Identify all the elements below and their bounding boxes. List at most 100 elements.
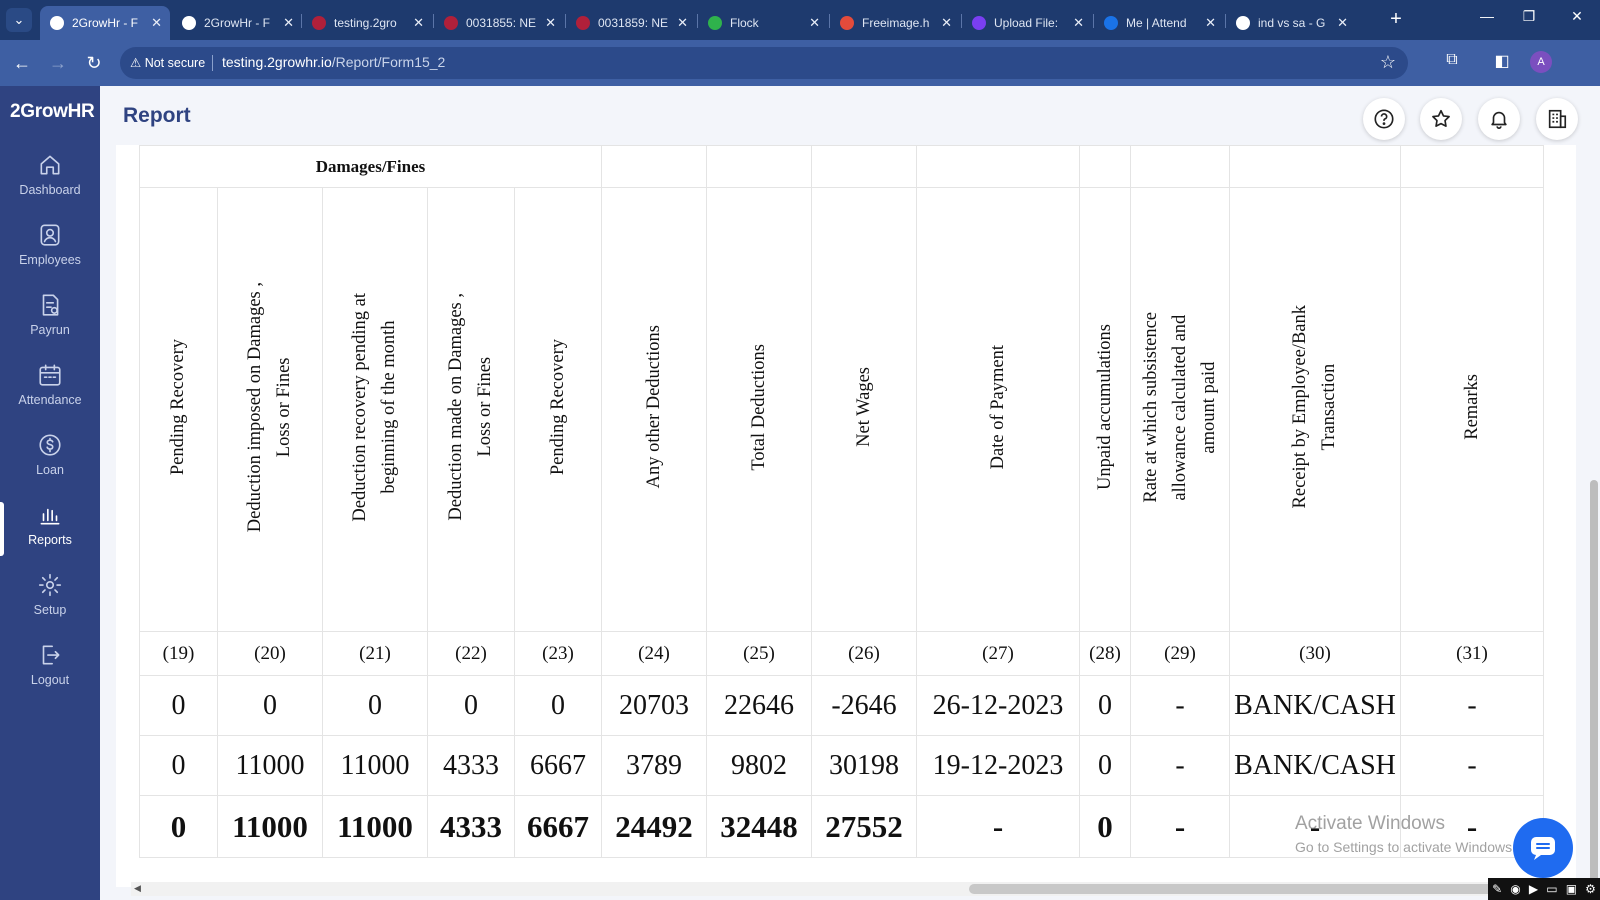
profile-avatar[interactable]: A bbox=[1530, 51, 1552, 73]
browser-tab[interactable]: 0031859: NE ✕ bbox=[566, 6, 696, 40]
sidebar-item-logout[interactable]: Logout bbox=[0, 642, 100, 706]
restore-button[interactable]: ❐ bbox=[1522, 8, 1536, 24]
notifications-button[interactable] bbox=[1478, 98, 1520, 140]
column-header: Total Deductions bbox=[706, 187, 812, 632]
calendar-icon bbox=[39, 364, 61, 386]
table-cell: BANK/CASH bbox=[1229, 675, 1401, 736]
sidebar-item-reports[interactable]: Reports bbox=[0, 502, 100, 566]
camera-icon[interactable]: ◉ bbox=[1510, 882, 1521, 896]
table-cell: 19-12-2023 bbox=[916, 735, 1080, 796]
sidebar-item-payrun[interactable]: Payrun bbox=[0, 292, 100, 356]
column-header: Deduction imposed on Damages , Loss or Fi… bbox=[217, 187, 323, 632]
column-header: Date of Payment bbox=[916, 187, 1080, 632]
sidebar-item-label: Payrun bbox=[30, 323, 70, 337]
total-cell: 11000 bbox=[217, 795, 323, 858]
bookmark-star-icon[interactable]: ☆ bbox=[1379, 52, 1396, 72]
group-header-empty bbox=[1229, 145, 1401, 188]
tab-close-icon[interactable]: ✕ bbox=[941, 15, 952, 30]
tab-close-icon[interactable]: ✕ bbox=[1205, 15, 1216, 30]
column-header-line: Transaction bbox=[1319, 363, 1339, 451]
support-chat-button[interactable] bbox=[1513, 818, 1573, 878]
vertical-scroll-thumb[interactable] bbox=[1590, 480, 1598, 882]
tab-close-icon[interactable]: ✕ bbox=[1073, 15, 1084, 30]
tab-close-icon[interactable]: ✕ bbox=[545, 15, 556, 30]
tab-close-icon[interactable]: ✕ bbox=[677, 15, 688, 30]
tab-search-button[interactable]: ⌄ bbox=[6, 8, 32, 32]
back-button[interactable]: ← bbox=[13, 53, 31, 73]
sidebar-item-setup[interactable]: Setup bbox=[0, 572, 100, 636]
table-cell: 26-12-2023 bbox=[916, 675, 1080, 736]
table-cell: - bbox=[1400, 735, 1544, 796]
table-cell: 0 bbox=[1079, 675, 1131, 736]
new-tab-button[interactable]: + bbox=[1390, 8, 1402, 30]
favorites-button[interactable] bbox=[1420, 98, 1462, 140]
column-number: (27) bbox=[916, 631, 1080, 676]
browser-tab[interactable]: Upload File: ✕ bbox=[962, 6, 1092, 40]
group-header-empty bbox=[601, 145, 707, 188]
gear-icon bbox=[38, 573, 62, 597]
column-header: Receipt by Employee/Bank Transaction bbox=[1229, 187, 1401, 632]
sidebar-item-loan[interactable]: Loan bbox=[0, 432, 100, 496]
group-header-empty bbox=[1079, 145, 1131, 188]
tab-close-icon[interactable]: ✕ bbox=[151, 15, 162, 30]
watermark-title: Activate Windows bbox=[1295, 813, 1445, 834]
group-header-empty bbox=[1400, 145, 1544, 188]
column-number: (22) bbox=[427, 631, 515, 676]
total-cell: 24492 bbox=[601, 795, 707, 858]
total-cell: 0 bbox=[139, 795, 218, 858]
browser-tab[interactable]: ind vs sa - G ✕ bbox=[1226, 6, 1356, 40]
browser-tab[interactable]: Flock ✕ bbox=[698, 6, 828, 40]
total-cell: 0 bbox=[1079, 795, 1131, 858]
browser-tab[interactable]: Freeimage.h ✕ bbox=[830, 6, 960, 40]
window-close-button[interactable]: ✕ bbox=[1571, 8, 1583, 24]
column-header-line: Total Deductions bbox=[748, 343, 769, 471]
address-bar[interactable]: ⚠ Not secure testing.2growhr.io/Report/F… bbox=[120, 47, 1408, 79]
tab-close-icon[interactable]: ✕ bbox=[1337, 15, 1348, 30]
bar-chart-icon bbox=[40, 508, 60, 525]
sidebar-item-attendance[interactable]: Attendance bbox=[0, 362, 100, 426]
table-cell: 0 bbox=[322, 675, 428, 736]
fullscreen-icon[interactable]: ▣ bbox=[1565, 882, 1578, 896]
video-icon[interactable]: ▶ bbox=[1528, 882, 1539, 896]
group-header-row: Damages/Fines bbox=[139, 145, 1544, 188]
total-cell: - bbox=[916, 795, 1080, 858]
column-header-label: Deduction imposed on Damages , Loss or Fi… bbox=[241, 282, 299, 532]
tab-title: Me | Attend bbox=[1126, 16, 1187, 30]
sidebar-item-employees[interactable]: Employees bbox=[0, 222, 100, 286]
browser-tab[interactable]: 2GrowHr - F ✕ bbox=[40, 6, 170, 40]
column-header-line: Pending Recovery bbox=[547, 338, 568, 476]
tab-close-icon[interactable]: ✕ bbox=[283, 15, 294, 30]
report-card: Damages/Fines Pending Recovery Deduction … bbox=[116, 145, 1576, 887]
column-header-line: Deduction recovery pending at bbox=[350, 292, 370, 522]
horizontal-scrollbar[interactable]: ◀ bbox=[131, 882, 1529, 896]
side-panel-icon[interactable]: ◧ bbox=[1494, 53, 1510, 70]
total-cell: 32448 bbox=[706, 795, 812, 858]
group-header-empty bbox=[811, 145, 917, 188]
extensions-puzzle-icon[interactable]: ⧉ bbox=[1446, 51, 1458, 68]
tab-favicon-icon bbox=[1104, 16, 1118, 30]
minimize-button[interactable]: — bbox=[1480, 8, 1494, 24]
horizontal-scroll-thumb[interactable] bbox=[969, 884, 1529, 894]
browser-tab[interactable]: 2GrowHr - F ✕ bbox=[172, 6, 302, 40]
sidebar-item-dashboard[interactable]: Dashboard bbox=[0, 152, 100, 216]
tab-close-icon[interactable]: ✕ bbox=[413, 15, 424, 30]
browser-tab[interactable]: Me | Attend ✕ bbox=[1094, 6, 1224, 40]
forward-button[interactable]: → bbox=[49, 53, 67, 73]
url-text[interactable]: testing.2growhr.io/Report/Form15_2 bbox=[222, 54, 445, 70]
pen-icon[interactable]: ✎ bbox=[1492, 882, 1503, 896]
browser-tab[interactable]: 0031855: NE ✕ bbox=[434, 6, 564, 40]
browser-tab[interactable]: testing.2gro ✕ bbox=[302, 6, 432, 40]
scroll-left-arrow-icon[interactable]: ◀ bbox=[134, 883, 141, 893]
column-header-label: Net Wages bbox=[850, 367, 879, 447]
reload-button[interactable]: ↻ bbox=[86, 53, 102, 73]
table-cell: 30198 bbox=[811, 735, 917, 796]
company-button[interactable] bbox=[1536, 98, 1578, 140]
security-indicator[interactable]: ⚠ Not secure bbox=[130, 55, 205, 70]
table-cell: - bbox=[1130, 735, 1230, 796]
tab-title: testing.2gro bbox=[334, 16, 397, 30]
total-cell: 4333 bbox=[427, 795, 515, 858]
window-icon[interactable]: ▭ bbox=[1546, 882, 1558, 896]
help-button[interactable] bbox=[1363, 98, 1405, 140]
settings-icon[interactable]: ⚙ bbox=[1585, 882, 1596, 896]
tab-close-icon[interactable]: ✕ bbox=[809, 15, 820, 30]
